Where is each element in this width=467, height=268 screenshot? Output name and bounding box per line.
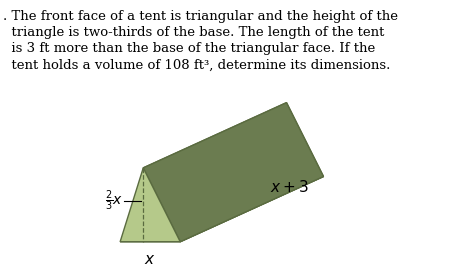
Text: $\frac{2}{3}x$: $\frac{2}{3}x$: [105, 189, 123, 213]
Polygon shape: [120, 177, 324, 242]
Text: $x$: $x$: [144, 253, 156, 267]
Polygon shape: [143, 103, 324, 242]
Text: triangle is two-thirds of the base. The length of the tent: triangle is two-thirds of the base. The …: [3, 26, 384, 39]
Text: $x + 3$: $x + 3$: [270, 178, 309, 195]
Polygon shape: [120, 168, 180, 242]
Text: tent holds a volume of 108 ft³, determine its dimensions.: tent holds a volume of 108 ft³, determin…: [3, 58, 390, 72]
Polygon shape: [143, 103, 324, 242]
Text: . The front face of a tent is triangular and the height of the: . The front face of a tent is triangular…: [3, 10, 398, 23]
Text: is 3 ft more than the base of the triangular face. If the: is 3 ft more than the base of the triang…: [3, 42, 375, 55]
